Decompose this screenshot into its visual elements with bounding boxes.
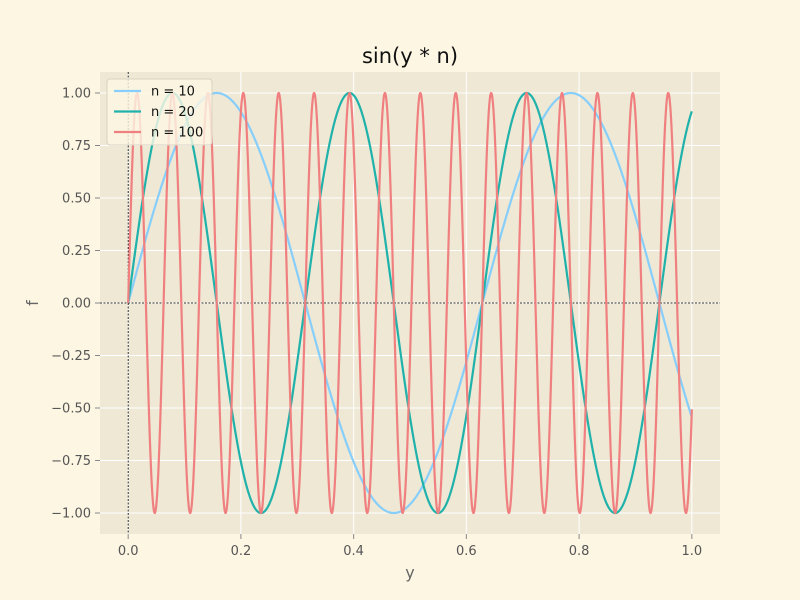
y-tick-label: 0.00 <box>62 297 91 312</box>
y-tick-label: −0.50 <box>51 402 91 417</box>
y-tick-label: 0.25 <box>62 244 91 259</box>
x-axis-label: y <box>405 563 414 582</box>
y-axis-label: f <box>23 300 42 306</box>
x-tick-labels: 0.0 0.2 0.4 0.6 0.8 1.0 <box>118 534 702 559</box>
y-tick-label: 1.00 <box>62 87 91 102</box>
legend-label: n = 100 <box>151 126 203 141</box>
x-tick-label: 1.0 <box>681 544 702 559</box>
x-tick-label: 0.8 <box>569 544 590 559</box>
series-line-n-100 <box>127 91 693 515</box>
y-tick-label: 0.75 <box>62 139 91 154</box>
legend: n = 10 n = 20 n = 100 <box>106 78 213 146</box>
legend-box <box>106 78 213 146</box>
series-line-n-10 <box>127 91 693 515</box>
series-lines <box>127 91 693 515</box>
legend-label: n = 20 <box>151 105 195 120</box>
y-tick-label: −0.25 <box>51 349 91 364</box>
series-line-n-20 <box>127 91 693 515</box>
y-tick-label: 0.50 <box>62 192 91 207</box>
y-tick-labels: −1.00 −0.75 −0.50 −0.25 0.00 0.25 0.50 0.75 1.00 <box>51 87 100 522</box>
chart-title: sin(y * n) <box>362 44 458 68</box>
y-tick-label: −1.00 <box>51 507 91 522</box>
legend-label: n = 10 <box>151 85 195 100</box>
x-tick-label: 0.6 <box>456 544 477 559</box>
x-tick-label: 0.0 <box>118 544 139 559</box>
x-tick-label: 0.2 <box>231 544 252 559</box>
x-tick-label: 0.4 <box>343 544 364 559</box>
y-tick-label: −0.75 <box>51 454 91 469</box>
